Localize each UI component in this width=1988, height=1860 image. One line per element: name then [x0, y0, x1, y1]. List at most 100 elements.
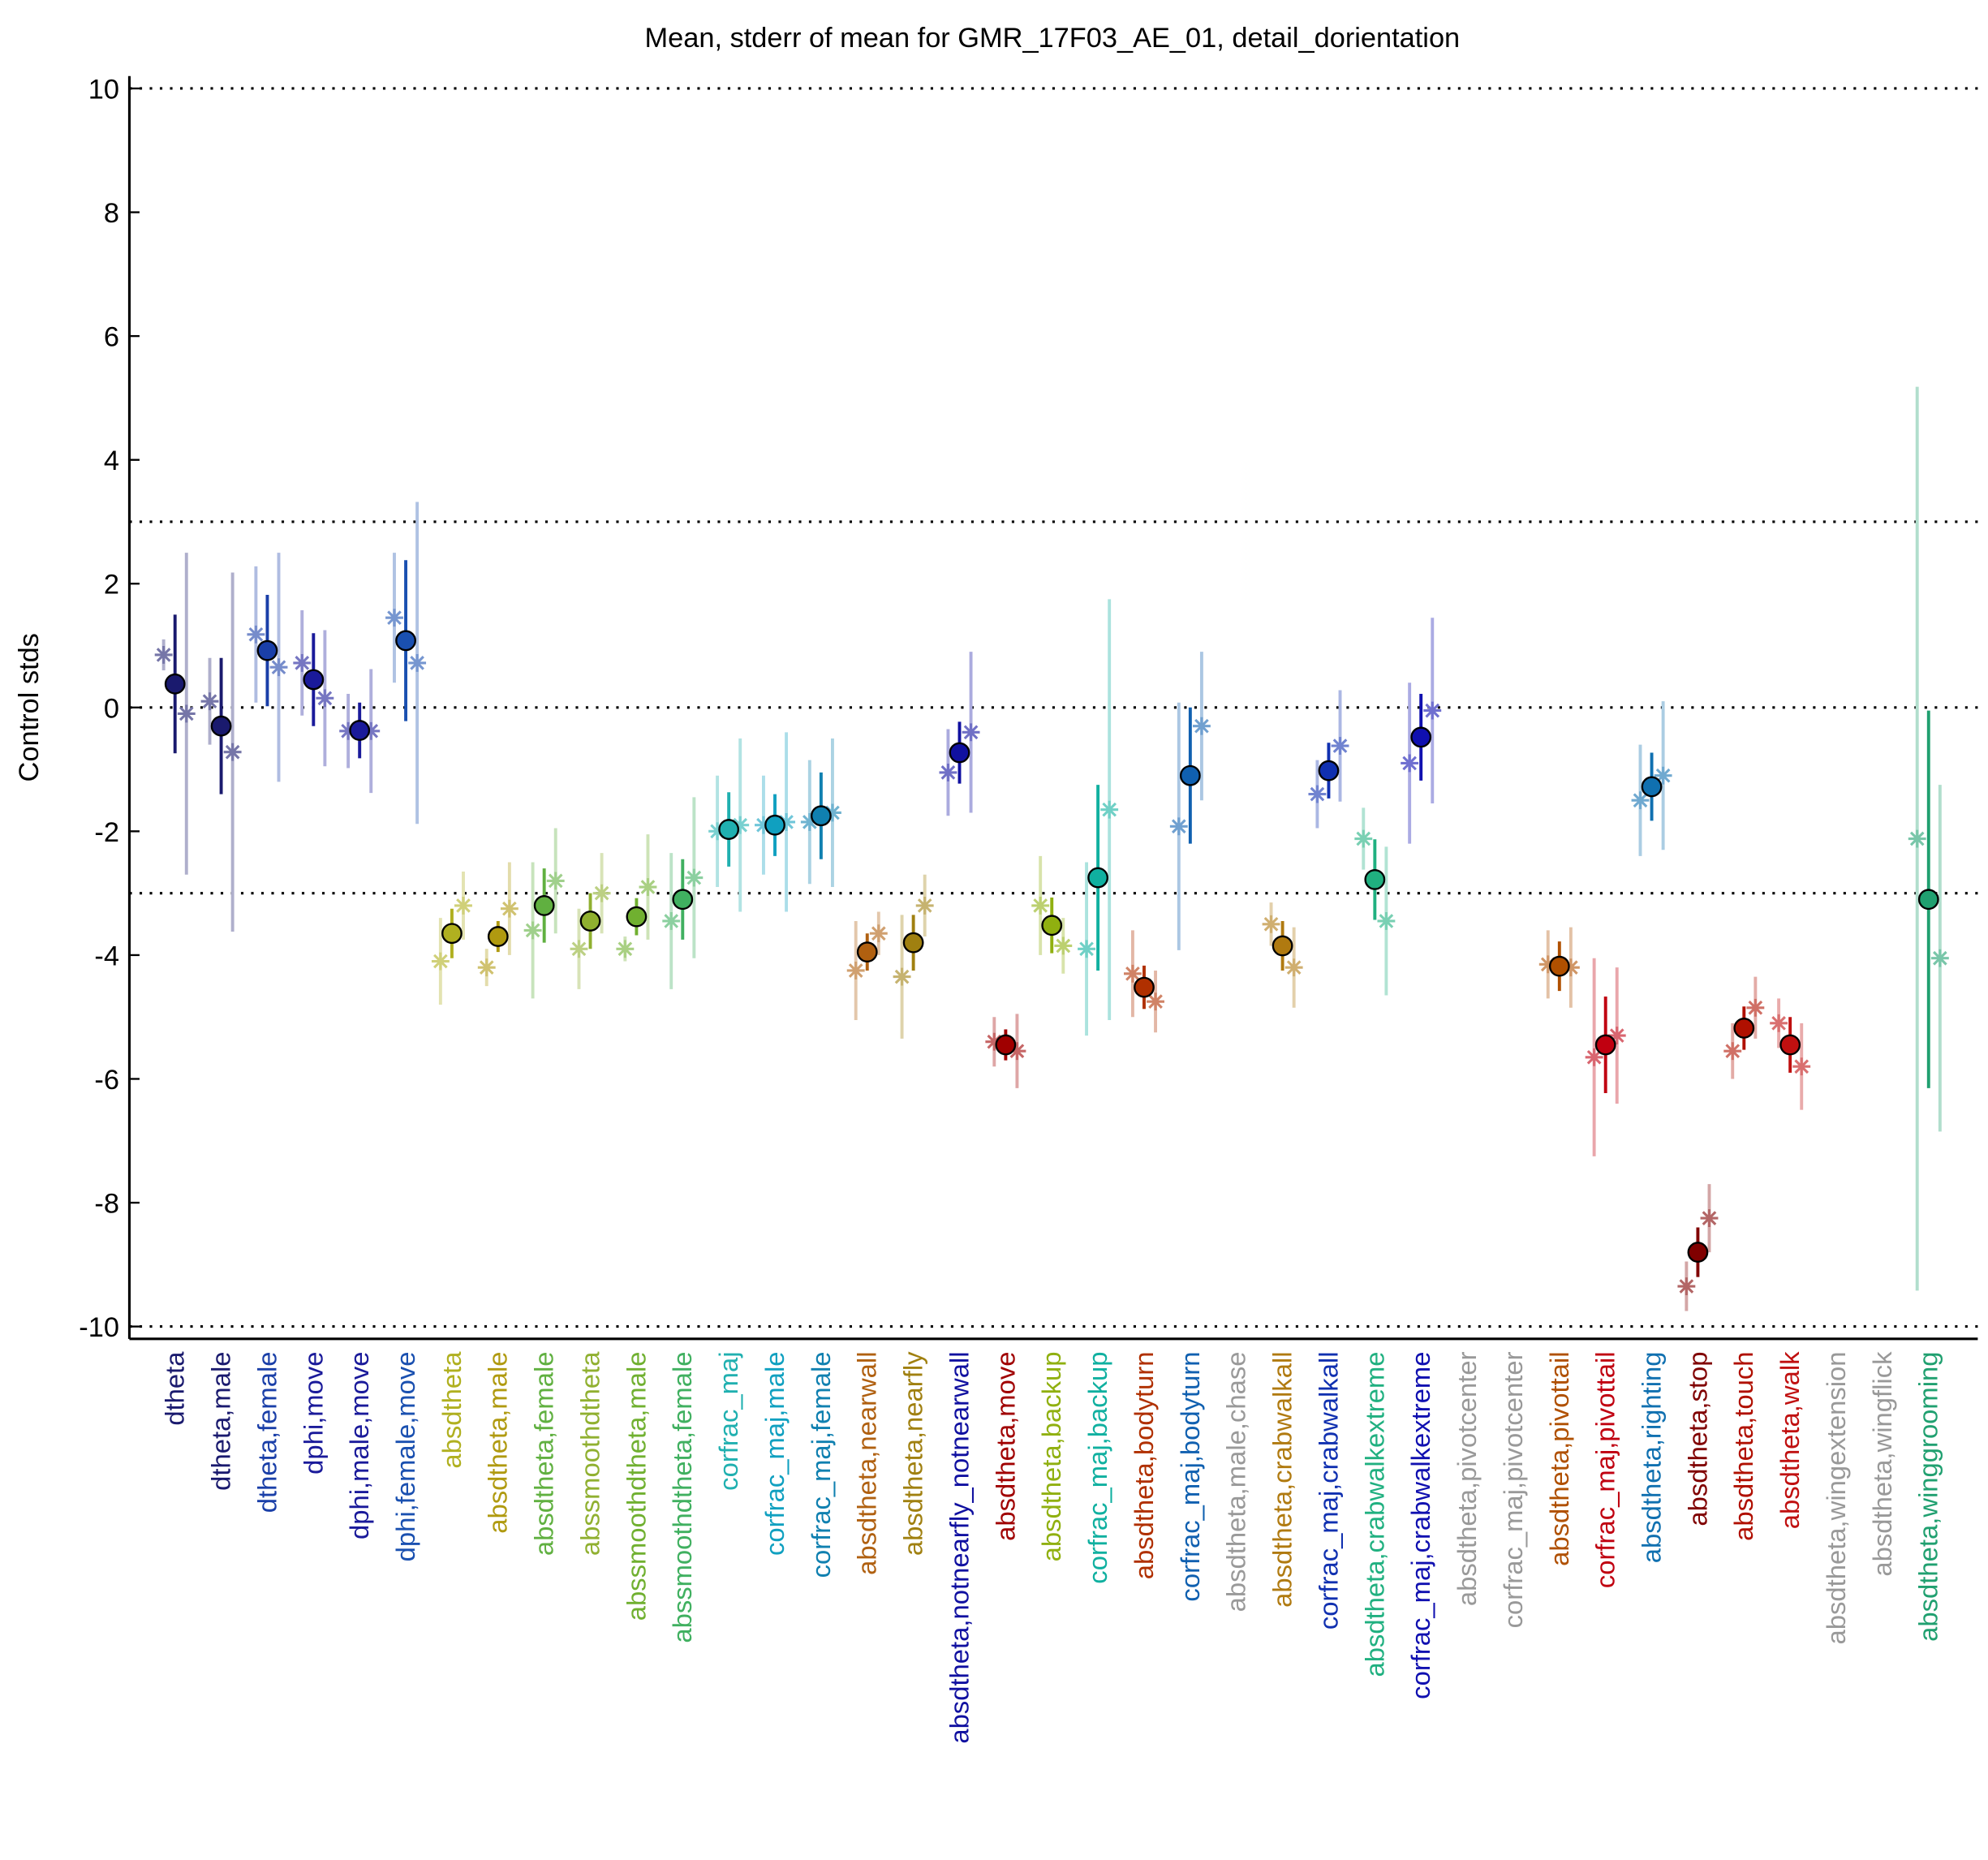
mean-marker — [1548, 955, 1570, 977]
mean-marker — [995, 1034, 1017, 1056]
mean-marker — [764, 814, 785, 836]
group-marker — [824, 803, 841, 822]
group-marker — [362, 721, 381, 740]
y-tick-label: 0 — [104, 693, 119, 724]
group-marker — [1607, 1027, 1626, 1045]
group-marker — [1377, 912, 1396, 930]
y-tick-label: -2 — [94, 817, 119, 848]
x-tick-label: absdtheta,touch — [1728, 1351, 1758, 1540]
y-tick-label: -10 — [79, 1312, 119, 1343]
group-marker — [1054, 936, 1073, 955]
x-tick-label: absdtheta,backup — [1036, 1351, 1066, 1561]
x-tick-label: absdtheta,nearwall — [852, 1351, 882, 1574]
group-marker — [1585, 1048, 1603, 1066]
x-tick-label: absdtheta,notnearfly_notnearwall — [944, 1351, 974, 1743]
group-marker — [1677, 1277, 1696, 1295]
group-marker — [662, 912, 681, 930]
mean-marker — [487, 926, 509, 947]
group-marker — [1746, 998, 1765, 1017]
y-tick-label: 4 — [104, 446, 119, 476]
mean-marker — [1134, 976, 1155, 998]
x-tick-label: absdtheta,walk — [1775, 1351, 1805, 1529]
x-tick-label: abssmoothdtheta — [574, 1351, 605, 1556]
group-marker — [1123, 964, 1142, 983]
group-marker — [1631, 791, 1650, 810]
group-marker — [477, 958, 496, 977]
x-tick-label: corfrac_maj — [713, 1351, 743, 1490]
x-tick-label: corfrac_maj,pivotcenter — [1498, 1351, 1528, 1628]
x-tick-label: absdtheta,male,chase — [1221, 1351, 1251, 1612]
group-marker — [1331, 737, 1349, 756]
group-marker — [893, 967, 911, 986]
x-tick-label: absdtheta — [437, 1351, 467, 1469]
x-tick-label: absdtheta,bodyturn — [1129, 1351, 1159, 1579]
group-marker — [616, 940, 635, 958]
x-tick-label: absdtheta,female — [529, 1351, 559, 1556]
mean-marker — [164, 673, 186, 695]
group-marker — [177, 704, 196, 723]
mean-marker — [856, 941, 878, 963]
mean-marker — [349, 720, 371, 741]
group-marker — [154, 646, 173, 664]
x-tick-label: abssmoothdtheta,female — [667, 1351, 697, 1643]
group-marker — [962, 723, 980, 742]
group-marker — [247, 625, 265, 644]
x-tick-label: absdtheta,wingextension — [1821, 1351, 1851, 1644]
mean-marker — [1594, 1034, 1616, 1056]
y-tick-label: -4 — [94, 941, 119, 971]
group-marker — [385, 609, 403, 627]
group-marker — [1308, 785, 1327, 803]
mean-marker — [210, 715, 232, 737]
group-marker — [592, 884, 611, 902]
group-marker — [1147, 992, 1164, 1011]
x-tick-label: dtheta,female — [252, 1351, 282, 1513]
group-marker — [639, 878, 657, 896]
x-tick-label: dphi,male,move — [344, 1351, 374, 1539]
mean-marker — [395, 630, 416, 652]
mean-marker — [256, 639, 278, 661]
y-tick-label: 2 — [104, 570, 119, 601]
group-marker — [200, 692, 219, 711]
y-tick-label: -8 — [94, 1189, 119, 1220]
x-tick-label: absdtheta,winggrooming — [1913, 1351, 1943, 1641]
group-marker — [454, 896, 472, 915]
group-marker — [546, 872, 565, 890]
mean-marker — [949, 742, 970, 764]
group-marker — [431, 952, 450, 971]
y-tick-label: 8 — [104, 198, 119, 229]
group-marker — [800, 812, 819, 831]
group-marker — [1538, 955, 1557, 974]
mean-marker — [1917, 889, 1939, 911]
group-marker — [293, 653, 312, 672]
group-marker — [939, 763, 957, 781]
x-tick-label: absdtheta,move — [990, 1351, 1020, 1540]
group-marker — [1723, 1042, 1742, 1061]
group-marker — [570, 940, 588, 958]
mean-marker — [672, 889, 694, 911]
group-marker — [1908, 829, 1926, 848]
x-tick-label: corfrac_maj,crabwalkextreme — [1405, 1351, 1435, 1699]
x-tick-label: corfrac_maj,bodyturn — [1175, 1351, 1205, 1601]
x-tick-label: corfrac_maj,male — [759, 1351, 790, 1556]
mean-marker — [1272, 935, 1293, 957]
y-tick-label: -6 — [94, 1065, 119, 1096]
y-tick-label: 10 — [88, 74, 119, 105]
mean-marker — [441, 923, 463, 945]
x-tick-label: corfrac_maj,backup — [1082, 1351, 1112, 1583]
x-tick-label: dphi,female,move — [390, 1351, 420, 1561]
x-tick-label: corfrac_maj,female — [806, 1351, 836, 1578]
x-tick-label: absdtheta,crabwalkextreme — [1359, 1351, 1389, 1677]
mean-marker — [1779, 1034, 1801, 1056]
group-marker — [500, 899, 519, 918]
y-axis-label: Control stds — [14, 633, 45, 781]
group-marker — [1284, 958, 1303, 977]
x-tick-label: absdtheta,nearfly — [898, 1351, 928, 1556]
mean-marker — [303, 669, 325, 691]
mean-marker — [1410, 726, 1432, 748]
mean-marker — [579, 911, 601, 932]
group-marker — [1770, 1014, 1788, 1032]
group-marker — [777, 812, 796, 831]
group-marker — [1423, 701, 1442, 720]
group-marker — [339, 721, 358, 740]
x-tick-label: corfrac_maj,crabwalkall — [1313, 1351, 1343, 1630]
